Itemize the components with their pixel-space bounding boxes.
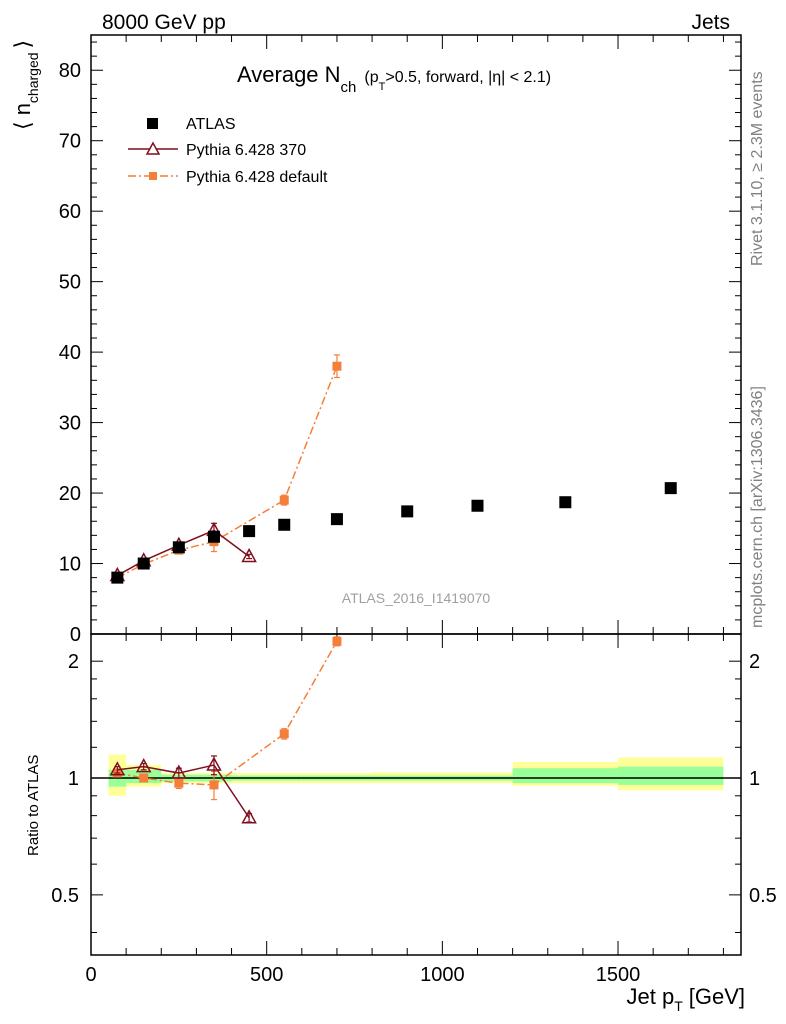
data-point-atlas: [111, 571, 124, 584]
ratio-data-layer: [109, 636, 342, 824]
main-title: Average Nch(pT>0.5, forward, |η| < 2.1): [237, 62, 551, 96]
energy-label: 8000 GeV pp: [102, 11, 226, 34]
x-tick-label: 500: [250, 964, 283, 986]
data-point-atlas: [471, 499, 484, 512]
main-y-tick-label: 40: [59, 342, 81, 364]
ratio-y-tick-label-right: 1: [749, 768, 760, 790]
main-data-layer: [109, 354, 677, 584]
legend-atlas-marker: [147, 118, 158, 129]
main-y-tick-label: 20: [59, 483, 81, 505]
data-point-pythia-default: [279, 729, 289, 739]
data-point-pythia-default: [139, 773, 149, 783]
legend-pythiadef: Pythia 6.428 default: [186, 169, 328, 186]
series-line: [117, 365, 338, 579]
main-y-tick-label: 80: [59, 60, 81, 82]
data-point-atlas: [559, 496, 572, 509]
data-point-pythia-default: [209, 780, 219, 790]
ratio-y-tick-label-left: 0.5: [51, 885, 79, 907]
x-ticks: 0 500 1000 1500: [85, 35, 724, 986]
ratio-y-tick-label-right: 2: [749, 651, 760, 673]
main-y-tick-label: 50: [59, 272, 81, 294]
data-point-pythia-370: [241, 547, 257, 563]
data-point-pythia-370: [135, 758, 152, 773]
legend-pythiadef-marker: [149, 172, 157, 180]
rivet-label: Rivet 3.1.10, ≥ 2.3M events: [749, 71, 766, 266]
series-line: [117, 640, 338, 786]
legend-pythia370: Pythia 6.428 370: [186, 142, 306, 159]
ratio-uncertainty-bands: [91, 754, 741, 796]
ratio-y-label: Ratio to ATLAS: [25, 755, 42, 856]
data-point-atlas: [137, 557, 150, 570]
ratio-y-tick-label-right: 0.5: [749, 885, 777, 907]
main-y-ticks: 0 10 20 30 40 50 60 70 80: [59, 41, 741, 646]
data-point-atlas: [664, 482, 677, 495]
data-point-pythia-370: [109, 761, 126, 776]
main-y-tick-label: 0: [70, 624, 81, 646]
data-point-pythia-default: [332, 361, 342, 371]
source-label: mcplots.cern.ch [arXiv:1306.3436]: [749, 386, 766, 628]
ratio-y-ticks: 0.5 0.5 1 1 2 2: [51, 651, 777, 933]
process-label: Jets: [691, 11, 730, 34]
data-point-atlas: [278, 518, 291, 531]
legend-atlas: ATLAS: [186, 116, 236, 133]
legend-pythia370-marker: [145, 141, 161, 155]
x-tick-label: 0: [85, 964, 96, 986]
data-point-atlas: [243, 525, 256, 538]
data-point-atlas: [172, 541, 185, 554]
data-point-atlas: [330, 513, 343, 526]
data-point-atlas: [401, 505, 414, 518]
data-point-pythia-default: [332, 636, 342, 646]
band-inner: [512, 768, 619, 784]
main-y-label: ⟨ ncharged⟩: [10, 40, 41, 130]
main-y-tick-label: 60: [59, 201, 81, 223]
x-axis-label: Jet pT [GeV]: [626, 984, 745, 1014]
ratio-y-tick-label-left: 1: [68, 768, 79, 790]
data-point-pythia-default: [174, 778, 184, 788]
analysis-label: ATLAS_2016_I1419070: [342, 590, 491, 606]
ratio-y-tick-label-left: 2: [68, 651, 79, 673]
data-point-pythia-370: [206, 756, 222, 771]
x-tick-label: 1000: [420, 964, 465, 986]
data-point-atlas: [207, 530, 220, 543]
main-y-tick-label: 70: [59, 131, 81, 153]
data-point-pythia-default: [279, 495, 289, 505]
main-y-tick-label: 30: [59, 413, 81, 435]
data-point-pythia-370: [241, 809, 257, 824]
x-tick-label: 1500: [596, 964, 641, 986]
band-inner: [618, 766, 724, 785]
data-point-pythia-370: [171, 764, 187, 779]
legend: ATLAS Pythia 6.428 370 Pythia 6.428 defa…: [128, 116, 328, 186]
main-y-tick-label: 10: [59, 554, 81, 576]
ratio-panel-frame: [90, 633, 742, 956]
